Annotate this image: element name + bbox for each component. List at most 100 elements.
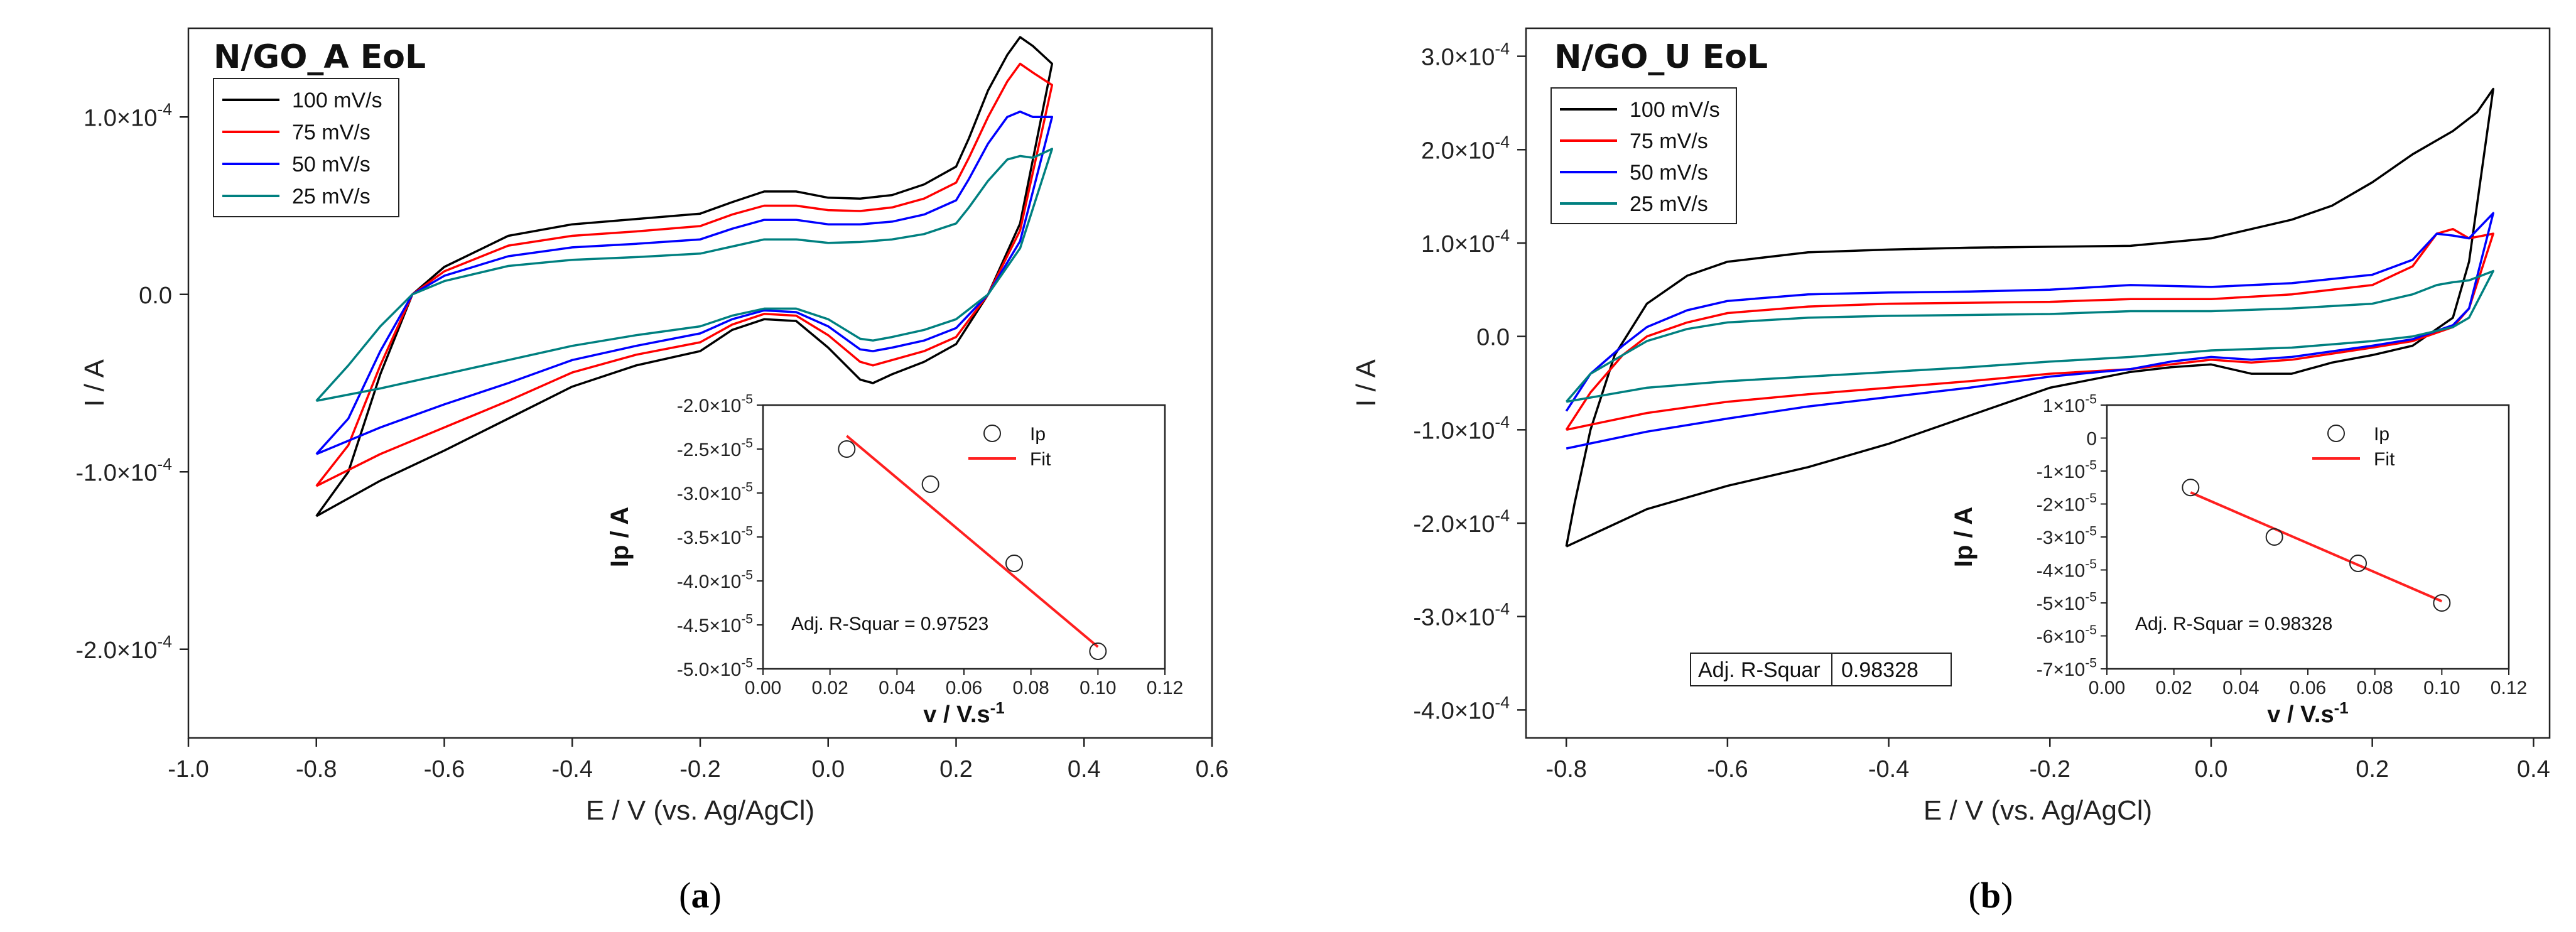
annotation-label: Adj. R-Squar [1698, 658, 1821, 682]
inset-legend-label: Ip [2374, 424, 2389, 445]
x-tick-label: 0.4 [2517, 756, 2550, 783]
inset-y-tick-label: -3×10-5 [2037, 524, 2097, 549]
x-tick-label: -0.6 [1707, 756, 1748, 783]
x-tick-label: -1.0 [168, 756, 208, 783]
inset-legend-marker [2327, 425, 2345, 442]
inset-x-title: v / V.s-1 [923, 698, 1004, 728]
inset-x-title: v / V.s-1 [2267, 698, 2348, 728]
x-axis-title: E / V (vs. Ag/AgCl) [586, 795, 814, 826]
inset-x-tick-label: 0.10 [2423, 678, 2460, 698]
legend-label: 100 mV/s [292, 89, 382, 112]
x-tick-label: 0.2 [939, 756, 973, 783]
inset-y-tick-label: 0 [2086, 429, 2097, 450]
legend-label: 50 mV/s [1630, 161, 1708, 185]
plot-frame [1525, 27, 2551, 739]
figure-caption: (a) [679, 875, 722, 916]
inset-y-tick-label: -1×10-5 [2037, 458, 2097, 483]
y-tick-label: 3.0×10-4 [1421, 40, 1510, 71]
series-line-25mvs [1565, 269, 2494, 403]
inset-legend-label: Fit [1030, 449, 1051, 470]
inset-x-tick-label: 0.12 [2491, 678, 2527, 698]
chart-panel-a: -1.0 -0.8 -0.6 -0.4 -0.2 0.0 0.2 0.4 0.6 1.0×10-4… [75, 27, 1229, 916]
y-tick-label: -1.0×10-4 [75, 455, 172, 486]
y-tick-label: -3.0×10-4 [1413, 600, 1510, 631]
x-tick-label: -0.4 [552, 756, 593, 783]
y-tick-label: 0.0 [1476, 325, 1510, 351]
y-axis-title: I / A [79, 359, 110, 406]
y-tick-label: 2.0×10-4 [1421, 133, 1510, 164]
inset-y-title: Ip / A [606, 507, 634, 567]
inset-data-point [1089, 642, 1107, 660]
inset-y-tick-label: -4.5×10-5 [677, 612, 753, 637]
x-tick-label: -0.6 [424, 756, 465, 783]
inset-y-tick-label: -3.0×10-5 [677, 480, 753, 505]
inset-y-tick-label: -2.5×10-5 [677, 436, 753, 461]
inset-legend-label: Fit [2374, 449, 2395, 470]
y-tick-label: -2.0×10-4 [1413, 506, 1510, 538]
inset-data-point [2433, 594, 2451, 612]
inset-x-tick-label: 0.10 [1080, 678, 1116, 698]
inset-x-tick-label: 0.02 [2155, 678, 2192, 698]
x-tick-label: 0.0 [811, 756, 845, 783]
series-line-75mvs [1565, 227, 2494, 431]
series-line-100mvs [1565, 87, 2494, 548]
legend-box [213, 78, 399, 217]
inset-x-tick-label: 0.08 [2356, 678, 2393, 698]
legend-label: 25 mV/s [292, 185, 371, 209]
inset-fit-line [2190, 491, 2443, 603]
inset-data-point [2349, 555, 2367, 572]
x-tick-label: 0.4 [1068, 756, 1101, 783]
y-tick-label: 1.0×10-4 [84, 100, 172, 131]
inset-annotation: Adj. R-Squar = 0.97523 [791, 614, 988, 634]
legend-label: 50 mV/s [292, 153, 371, 176]
y-tick-label: 0.0 [139, 283, 172, 309]
inset-y-tick-label: -4.0×10-5 [677, 568, 753, 593]
chart-panel-b: -0.8 -0.6 -0.4 -0.2 0.0 0.2 0.4 3.0×10-4 2.0×10-… [1351, 27, 2551, 916]
x-tick-label: -0.2 [679, 756, 720, 783]
inset-legend-marker [983, 425, 1001, 442]
annotation-box [1690, 653, 1952, 686]
inset-chart: 0.00 0.02 0.04 0.06 0.08 0.10 0.12 -2.0×10-5 -2.… [606, 393, 1183, 729]
x-axis-title: E / V (vs. Ag/AgCl) [1924, 795, 2152, 826]
x-tick-label: -0.4 [1868, 756, 1909, 783]
inset-data-point [1005, 555, 1023, 572]
inset-x-tick-label: 0.06 [2290, 678, 2326, 698]
inset-x-tick-label: 0.12 [1147, 678, 1183, 698]
inset-data-point [2265, 528, 2283, 546]
series-line-75mvs [315, 62, 1054, 487]
inset-legend-label: Ip [1030, 424, 1046, 445]
figure-caption: (b) [1969, 875, 2013, 916]
series-line-100mvs [315, 36, 1054, 517]
legend-label: 25 mV/s [1630, 192, 1708, 216]
inset-y-tick-label: -6×10-5 [2037, 623, 2097, 648]
inset-fit-line [846, 435, 1099, 648]
y-tick-label: 1.0×10-4 [1421, 226, 1510, 257]
y-tick-label: -1.0×10-4 [1413, 413, 1510, 444]
x-tick-label: 0.0 [2195, 756, 2228, 783]
inset-y-tick-label: -5.0×10-5 [677, 656, 753, 681]
panel-title: N/GO_U EoL [1554, 38, 1768, 76]
series-line-50mvs [315, 111, 1054, 455]
inset-y-tick-label: -5×10-5 [2037, 590, 2097, 615]
x-tick-label: -0.8 [296, 756, 337, 783]
series-line-25mvs [315, 148, 1054, 403]
inset-x-tick-label: 0.04 [2222, 678, 2259, 698]
panel-title: N/GO_A EoL [214, 38, 426, 76]
inset-x-tick-label: 0.06 [946, 678, 982, 698]
legend-label: 75 mV/s [292, 121, 371, 144]
inset-annotation: Adj. R-Squar = 0.98328 [2135, 614, 2332, 634]
inset-x-tick-label: 0.04 [879, 678, 915, 698]
inset-y-title: Ip / A [1950, 507, 1978, 567]
inset-data-point [921, 475, 939, 493]
y-tick-label: -2.0×10-4 [75, 632, 172, 664]
y-axis-title: I / A [1351, 359, 1382, 406]
x-tick-label: 0.2 [2356, 756, 2389, 783]
inset-y-tick-label: -2.0×10-5 [677, 393, 753, 417]
legend-label: 75 mV/s [1630, 129, 1708, 153]
inset-data-point [2182, 479, 2200, 497]
x-tick-label: 0.6 [1196, 756, 1229, 783]
inset-frame [2106, 404, 2510, 670]
x-tick-label: -0.2 [2030, 756, 2070, 783]
annotation-value: 0.98328 [1841, 658, 1918, 682]
